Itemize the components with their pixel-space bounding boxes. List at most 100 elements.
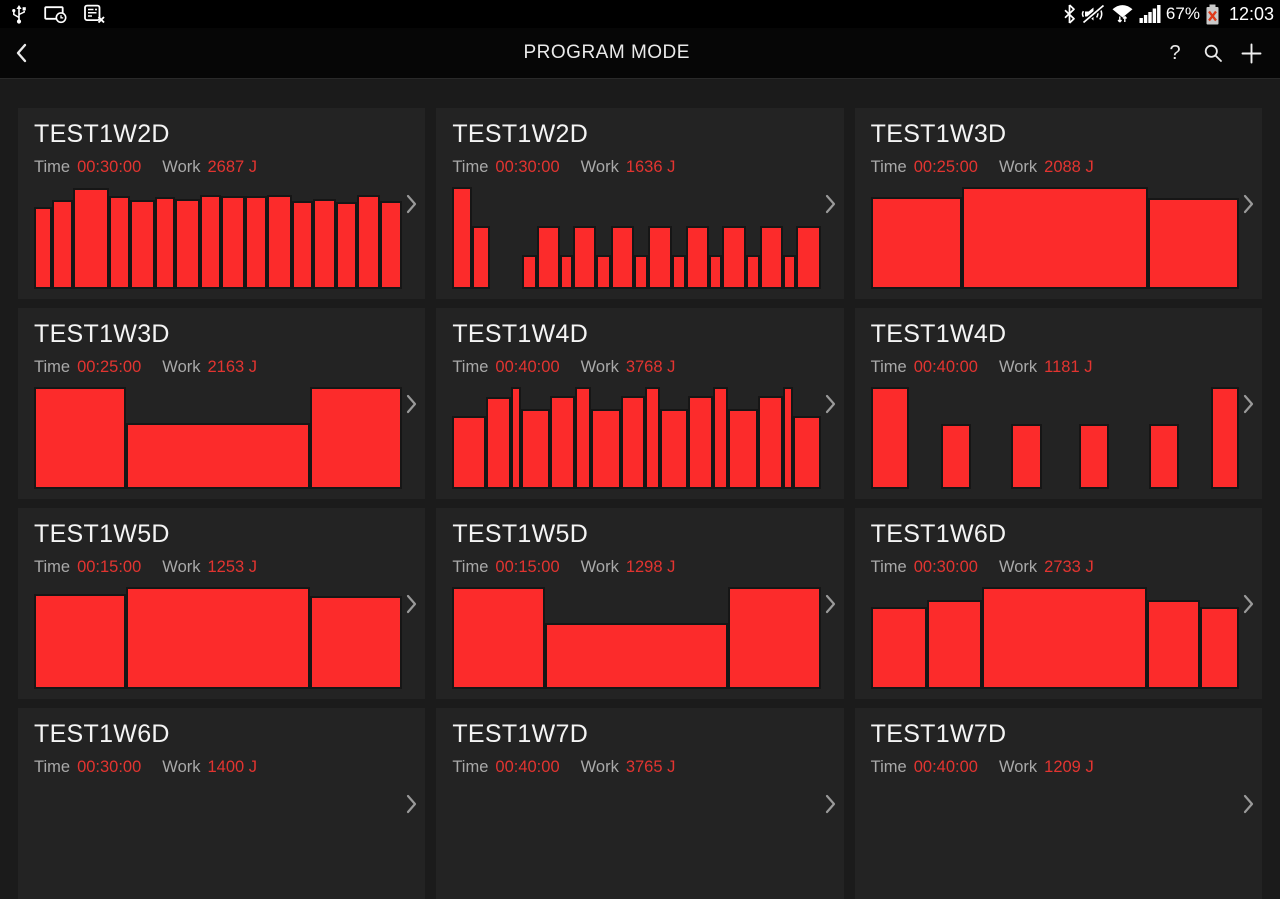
chart-bar [573,225,597,289]
program-card[interactable]: TEST1W5D Time 00:15:00 Work 1253 J [18,508,426,699]
chevron-right-icon[interactable] [825,194,836,214]
program-chart [34,187,403,289]
time-label: Time [34,557,71,576]
time-label: Time [34,157,71,176]
back-button[interactable] [15,41,39,65]
chevron-right-icon[interactable] [1243,794,1254,814]
chart-bar [336,202,357,289]
program-meta: Time 00:30:00 Work 1636 J [452,158,827,178]
help-button[interactable]: ? [1156,33,1194,73]
chevron-right-icon[interactable] [406,194,417,214]
program-card[interactable]: TEST1W3D Time 00:25:00 Work 2163 J [18,308,426,499]
chevron-right-icon[interactable] [825,794,836,814]
chevron-right-icon[interactable] [406,394,417,414]
time-value: 00:30:00 [495,157,560,176]
program-card[interactable]: TEST1W7D Time 00:40:00 Work 1209 J [854,708,1262,899]
work-label: Work [162,757,201,776]
time-label: Time [34,357,71,376]
time-value: 00:15:00 [77,557,142,576]
chart-bar [536,225,560,289]
chart-bar [783,255,797,289]
program-card[interactable]: TEST1W2D Time 00:30:00 Work 2687 J [18,108,426,299]
program-card[interactable]: TEST1W4D Time 00:40:00 Work 3768 J [436,308,844,499]
program-title: TEST1W2D [34,120,170,148]
program-chart [34,387,403,489]
program-chart [34,787,402,889]
program-chart [871,787,1239,889]
chevron-right-icon[interactable] [406,594,417,614]
chart-bar [125,587,311,689]
chevron-right-icon[interactable] [825,594,836,614]
work-label: Work [580,157,619,176]
chevron-right-icon[interactable] [825,394,836,414]
chart-bar [471,225,490,289]
time-value: 00:15:00 [495,557,560,576]
search-button[interactable] [1194,33,1232,73]
search-icon [1204,44,1222,62]
work-value: 2733 J [1044,557,1094,576]
wifi-icon [1112,5,1133,23]
time-label: Time [452,357,489,376]
app-bar: PROGRAM MODE ? [0,28,1280,79]
chart-bar [125,422,311,489]
chart-bar [72,188,110,289]
program-card[interactable]: TEST1W4D Time 00:40:00 Work 1181 J [854,308,1262,499]
chart-bar [220,196,246,289]
chart-bar [267,195,293,289]
chart-bar [671,255,686,289]
chart-bar [452,187,472,289]
chart-bar [634,255,649,289]
work-value: 2088 J [1044,157,1094,176]
chart-bar [1211,387,1239,489]
program-chart [452,587,821,689]
program-card[interactable]: TEST1W6D Time 00:30:00 Work 2733 J [854,508,1262,699]
program-meta: Time 00:30:00 Work 2687 J [34,158,409,178]
app-bar-actions: ? [1156,33,1280,73]
chevron-right-icon[interactable] [406,794,417,814]
program-meta: Time 00:30:00 Work 2733 J [871,558,1246,578]
program-card[interactable]: TEST1W3D Time 00:25:00 Work 2088 J [854,108,1262,299]
program-meta: Time 00:40:00 Work 3768 J [452,358,827,378]
time-label: Time [870,557,907,576]
plus-icon [1241,43,1261,63]
work-label: Work [998,157,1038,176]
chart-bar [559,255,574,289]
program-chart [870,187,1239,289]
program-card[interactable]: TEST1W5D Time 00:15:00 Work 1298 J [436,508,844,699]
chart-bar [648,225,672,289]
chevron-right-icon[interactable] [1243,394,1254,414]
program-card[interactable]: TEST1W7D Time 00:40:00 Work 3765 J [436,708,844,899]
chart-bar [109,196,130,289]
chart-bar [793,415,821,489]
chart-bar [610,225,635,289]
work-label: Work [580,357,619,376]
chart-bar [34,207,53,289]
program-meta: Time 00:25:00 Work 2088 J [871,158,1246,178]
time-label: Time [34,757,71,776]
chart-bar [511,387,522,489]
chart-bar [1011,423,1042,489]
chart-bar [591,409,622,489]
chart-bar [575,387,592,489]
program-card[interactable]: TEST1W6D Time 00:30:00 Work 1400 J [18,708,426,899]
chart-bar [521,409,550,489]
program-title: TEST1W3D [34,320,170,348]
chart-bar [745,255,760,289]
help-icon: ? [1169,41,1181,64]
chevron-right-icon[interactable] [1243,194,1254,214]
back-chevron-icon [16,43,27,63]
chart-bar [245,196,268,289]
battery-percent: 67% [1165,4,1200,23]
usb-icon [12,4,26,24]
work-value: 1209 J [1044,757,1094,776]
time-value: 00:40:00 [913,357,978,376]
add-button[interactable] [1232,33,1270,73]
chart-bar [1148,423,1180,489]
chart-bar [154,197,176,289]
chart-bar [712,387,728,489]
chart-bar [545,622,728,689]
program-card[interactable]: TEST1W2D Time 00:30:00 Work 1636 J [436,108,844,299]
chart-bar [621,396,646,489]
chart-bar [380,201,403,289]
chevron-right-icon[interactable] [1243,594,1254,614]
